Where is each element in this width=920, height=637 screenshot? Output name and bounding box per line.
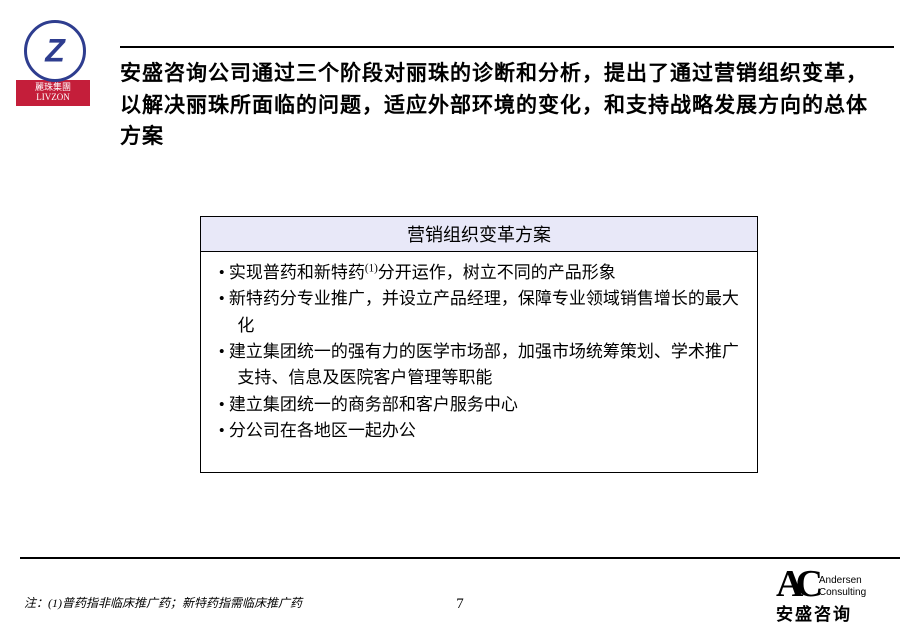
andersen-logo-block: AC Andersen Consulting — [776, 568, 896, 600]
andersen-en-line1: Andersen — [819, 575, 866, 587]
logo-english: LIVZON — [36, 93, 70, 103]
bullet-text: 建立集团统一的强有力的医学市场部，加强市场统筹策划、学术推广支持、信息及医院客户… — [229, 342, 739, 387]
logo-red-bar: 麗珠集團 LIVZON — [16, 80, 90, 106]
bullet-text: 新特药分专业推广，并设立产品经理，保障专业领域销售增长的最大化 — [229, 289, 739, 334]
bullet-text: 分公司在各地区一起办公 — [229, 421, 416, 440]
bullet-item: • 新特药分专业推广，并设立产品经理，保障专业领域销售增长的最大化 — [217, 286, 741, 339]
logo-mark: Z — [45, 33, 65, 70]
footnote: 注：(1)普药指非临床推广药；新特药指需临床推广药 — [24, 594, 302, 611]
page-number: 7 — [456, 596, 464, 613]
bottom-divider — [20, 557, 900, 559]
bullet-item: • 分公司在各地区一起办公 — [217, 418, 741, 444]
andersen-chinese: 安盛咨询 — [776, 600, 896, 625]
andersen-mark: AC — [776, 568, 815, 600]
content-box: 营销组织变革方案 • 实现普药和新特药(1)分开运作，树立不同的产品形象 • 新… — [200, 216, 758, 473]
top-divider — [120, 46, 894, 48]
livzon-logo: Z 麗珠集團 LIVZON — [16, 20, 94, 108]
andersen-en-line2: Consulting — [819, 587, 866, 599]
bullet-item: • 建立集团统一的商务部和客户服务中心 — [217, 392, 741, 418]
bullet-item: • 实现普药和新特药(1)分开运作，树立不同的产品形象 — [217, 260, 741, 286]
bullet-item: • 建立集团统一的强有力的医学市场部，加强市场统筹策划、学术推广支持、信息及医院… — [217, 339, 741, 392]
andersen-text: Andersen Consulting — [819, 575, 866, 600]
box-header: 营销组织变革方案 — [201, 217, 757, 252]
bullet-text: 实现普药和新特药(1)分开运作，树立不同的产品形象 — [229, 263, 616, 282]
box-body: • 实现普药和新特药(1)分开运作，树立不同的产品形象 • 新特药分专业推广，并… — [201, 252, 757, 472]
slide-title: 安盛咨询公司通过三个阶段对丽珠的诊断和分析，提出了通过营销组织变革，以解决丽珠所… — [120, 58, 870, 153]
andersen-logo: AC Andersen Consulting 安盛咨询 — [776, 568, 896, 625]
logo-circle: Z — [24, 20, 86, 82]
bullet-text: 建立集团统一的商务部和客户服务中心 — [229, 395, 518, 414]
